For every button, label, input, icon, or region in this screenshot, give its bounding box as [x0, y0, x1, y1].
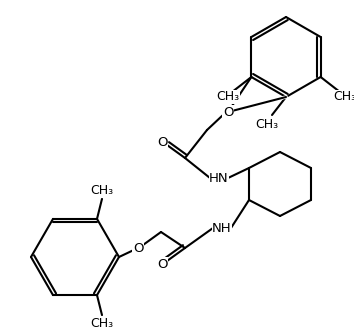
Text: O: O [133, 241, 143, 255]
Text: NH: NH [212, 221, 232, 235]
Text: O: O [157, 136, 167, 148]
Text: CH₃: CH₃ [216, 90, 239, 104]
Text: CH₃: CH₃ [90, 316, 114, 329]
Text: O: O [157, 258, 167, 270]
Text: O: O [223, 106, 233, 118]
Text: HN: HN [209, 171, 229, 185]
Text: CH₃: CH₃ [90, 184, 114, 197]
Text: CH₃: CH₃ [333, 90, 354, 104]
Text: CH₃: CH₃ [256, 117, 279, 131]
